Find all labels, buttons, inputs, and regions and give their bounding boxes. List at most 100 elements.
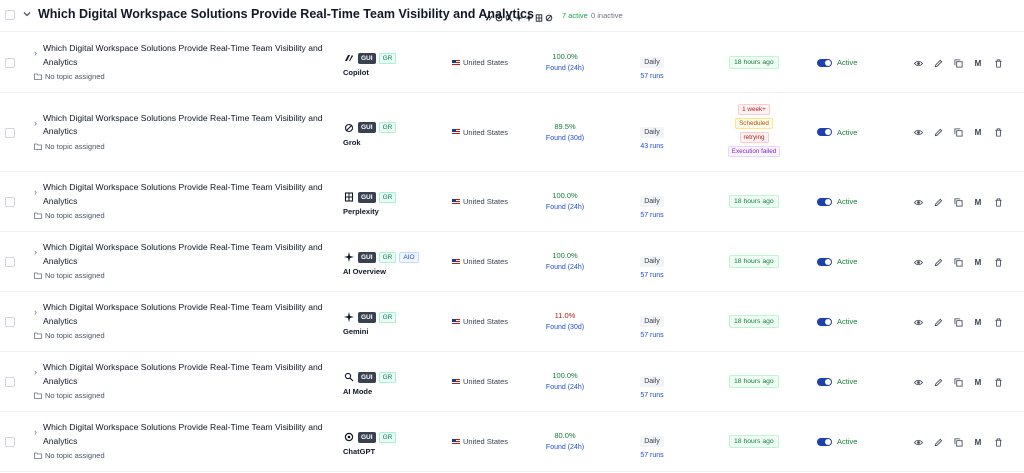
trash-icon[interactable] (993, 317, 1003, 327)
eye-icon[interactable] (913, 317, 923, 327)
chevron-right-icon[interactable]: › (34, 187, 37, 197)
pencil-icon[interactable] (933, 377, 943, 387)
chevron-right-icon[interactable]: › (34, 307, 37, 317)
toggle-switch[interactable] (817, 128, 832, 136)
trash-icon[interactable] (993, 377, 1003, 387)
topic-label[interactable]: No topic assigned (34, 72, 105, 81)
copy-icon[interactable] (953, 437, 963, 447)
runs-link[interactable]: 57 runs (640, 272, 664, 279)
runs-link[interactable]: 57 runs (640, 452, 664, 459)
row-checkbox[interactable] (5, 377, 15, 387)
m-button[interactable]: M (974, 197, 982, 207)
trash-icon[interactable] (993, 128, 1003, 138)
eye-icon[interactable] (913, 58, 923, 68)
status-toggle[interactable]: Active (817, 128, 857, 137)
prompt-title[interactable]: Which Digital Workspace Solutions Provid… (43, 112, 323, 137)
row-checkbox[interactable] (5, 437, 15, 447)
table-row[interactable]: › Which Digital Workspace Solutions Prov… (0, 292, 1024, 352)
copy-icon[interactable] (953, 58, 963, 68)
trash-icon[interactable] (993, 58, 1003, 68)
table-row[interactable]: › Which Digital Workspace Solutions Prov… (0, 232, 1024, 292)
m-button[interactable]: M (974, 257, 982, 267)
copy-icon[interactable] (953, 377, 963, 387)
toggle-switch[interactable] (817, 437, 832, 446)
group-checkbox[interactable] (5, 10, 15, 20)
trash-icon[interactable] (993, 437, 1003, 447)
status-toggle[interactable]: Active (817, 58, 857, 67)
copy-icon[interactable] (953, 257, 963, 267)
found-window-link[interactable]: Found (24h) (545, 204, 585, 211)
pencil-icon[interactable] (933, 257, 943, 267)
eye-icon[interactable] (913, 377, 923, 387)
prompt-title[interactable]: Which Digital Workspace Solutions Provid… (43, 242, 323, 266)
toggle-switch[interactable] (817, 197, 832, 206)
runs-link[interactable]: 43 runs (640, 142, 664, 150)
found-window-link[interactable]: Found (24h) (545, 65, 585, 72)
found-window-link[interactable]: Found (24h) (545, 384, 585, 391)
topic-label[interactable]: No topic assigned (34, 331, 105, 340)
m-button[interactable]: M (974, 128, 982, 137)
topic-label[interactable]: No topic assigned (34, 391, 105, 400)
chevron-right-icon[interactable]: › (34, 48, 37, 58)
found-window-link[interactable]: Found (24h) (545, 264, 585, 271)
trash-icon[interactable] (993, 197, 1003, 207)
pencil-icon[interactable] (933, 197, 943, 207)
copy-icon[interactable] (953, 317, 963, 327)
topic-label[interactable]: No topic assigned (34, 271, 105, 280)
prompt-title[interactable]: Which Digital Workspace Solutions Provid… (43, 362, 323, 386)
toggle-switch[interactable] (817, 58, 832, 67)
copy-icon[interactable] (953, 197, 963, 207)
eye-icon[interactable] (913, 128, 923, 138)
m-button[interactable]: M (974, 437, 982, 447)
trash-icon[interactable] (993, 257, 1003, 267)
topic-label[interactable]: No topic assigned (34, 142, 105, 151)
table-row[interactable]: › Which Digital Workspace Solutions Prov… (0, 33, 1024, 93)
status-toggle[interactable]: Active (817, 317, 857, 326)
prompt-title[interactable]: Which Digital Workspace Solutions Provid… (43, 43, 323, 67)
table-row[interactable]: › Which Digital Workspace Solutions Prov… (0, 412, 1024, 472)
chevron-right-icon[interactable]: › (34, 427, 37, 437)
row-checkbox[interactable] (5, 58, 15, 68)
runs-link[interactable]: 57 runs (640, 73, 664, 80)
status-toggle[interactable]: Active (817, 257, 857, 266)
pencil-icon[interactable] (933, 128, 943, 138)
eye-icon[interactable] (913, 437, 923, 447)
row-checkbox[interactable] (5, 127, 15, 138)
toggle-switch[interactable] (817, 377, 832, 386)
status-toggle[interactable]: Active (817, 437, 857, 446)
prompt-title[interactable]: Which Digital Workspace Solutions Provid… (43, 302, 323, 326)
chevron-right-icon[interactable]: › (34, 367, 37, 377)
m-button[interactable]: M (974, 58, 982, 68)
table-row[interactable]: › Which Digital Workspace Solutions Prov… (0, 93, 1024, 172)
copy-icon[interactable] (953, 128, 963, 138)
prompt-title[interactable]: Which Digital Workspace Solutions Provid… (43, 422, 323, 446)
topic-label[interactable]: No topic assigned (34, 211, 105, 220)
prompt-title[interactable]: Which Digital Workspace Solutions Provid… (43, 182, 323, 206)
chevron-down-icon[interactable] (22, 9, 32, 19)
m-button[interactable]: M (974, 317, 982, 327)
chevron-right-icon[interactable]: › (34, 117, 37, 128)
eye-icon[interactable] (913, 197, 923, 207)
runs-link[interactable]: 57 runs (640, 212, 664, 219)
found-window-link[interactable]: Found (30d) (545, 134, 585, 142)
table-row[interactable]: › Which Digital Workspace Solutions Prov… (0, 352, 1024, 412)
status-toggle[interactable]: Active (817, 377, 857, 386)
row-checkbox[interactable] (5, 257, 15, 267)
pencil-icon[interactable] (933, 437, 943, 447)
eye-icon[interactable] (913, 257, 923, 267)
toggle-switch[interactable] (817, 317, 832, 326)
found-window-link[interactable]: Found (24h) (545, 444, 585, 451)
runs-link[interactable]: 57 runs (640, 332, 664, 339)
toggle-switch[interactable] (817, 257, 832, 266)
found-window-link[interactable]: Found (30d) (545, 324, 585, 331)
row-checkbox[interactable] (5, 317, 15, 327)
topic-label[interactable]: No topic assigned (34, 451, 105, 460)
m-button[interactable]: M (974, 377, 982, 387)
runs-link[interactable]: 57 runs (640, 392, 664, 399)
table-row[interactable]: › Which Digital Workspace Solutions Prov… (0, 172, 1024, 232)
status-toggle[interactable]: Active (817, 197, 857, 206)
chevron-right-icon[interactable]: › (34, 247, 37, 257)
pencil-icon[interactable] (933, 58, 943, 68)
pencil-icon[interactable] (933, 317, 943, 327)
row-checkbox[interactable] (5, 197, 15, 207)
